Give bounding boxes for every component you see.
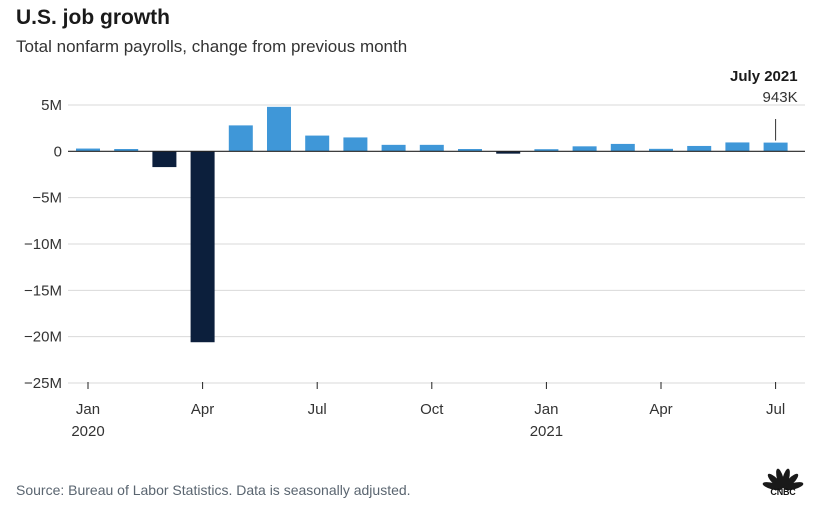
y-tick-label: −10M [24,236,62,253]
y-tick-label: 0 [54,143,62,160]
x-tick-label: Jan [76,401,100,418]
bar [687,145,712,152]
bar [343,137,368,152]
bar [228,125,253,152]
bar [152,151,177,168]
y-tick-label: −25M [24,375,62,392]
x-tick-label: Jul [308,401,327,418]
bar [190,151,215,343]
x-tick-label: Apr [191,401,214,418]
y-axis-tick-labels: 5M 0 −5M −10M −15M −20M −25M [24,97,62,392]
bar [496,151,521,154]
bar [419,144,444,152]
bars [76,106,788,343]
annotation-title: July 2021 [730,68,798,85]
y-tick-label: −15M [24,282,62,299]
x-tick-label: Apr [649,401,672,418]
x-tick-label: Jul [766,401,785,418]
logo-wordmark: CNBC [770,487,796,497]
x-tick-sublabel: 2021 [530,423,563,440]
x-tick-sublabel: 2020 [71,423,104,440]
bar [534,149,559,152]
bar [725,142,750,152]
annotation: July 2021 943K [730,68,798,141]
y-tick-label: 5M [41,97,62,114]
bar [305,135,330,152]
bar [763,142,788,152]
bar [572,146,597,152]
y-tick-label: −20M [24,329,62,346]
bar [610,143,635,152]
bar [76,148,100,152]
bar [649,148,673,152]
y-tick-label: −5M [32,190,62,207]
bar [267,106,291,152]
chart-subtitle: Total nonfarm payrolls, change from prev… [16,37,408,56]
bar [114,149,139,152]
x-axis-tick-labels: Jan 2020 Apr Jul Oct Jan 2021 Apr Jul [71,382,785,440]
source-note: Source: Bureau of Labor Statistics. Data… [16,482,411,498]
bar [381,144,406,152]
peacock-icon [762,468,804,491]
bar [458,149,482,152]
x-tick-label: Oct [420,401,444,418]
chart-title: U.S. job growth [16,6,170,29]
annotation-value: 943K [763,89,798,106]
x-tick-label: Jan [534,401,558,418]
